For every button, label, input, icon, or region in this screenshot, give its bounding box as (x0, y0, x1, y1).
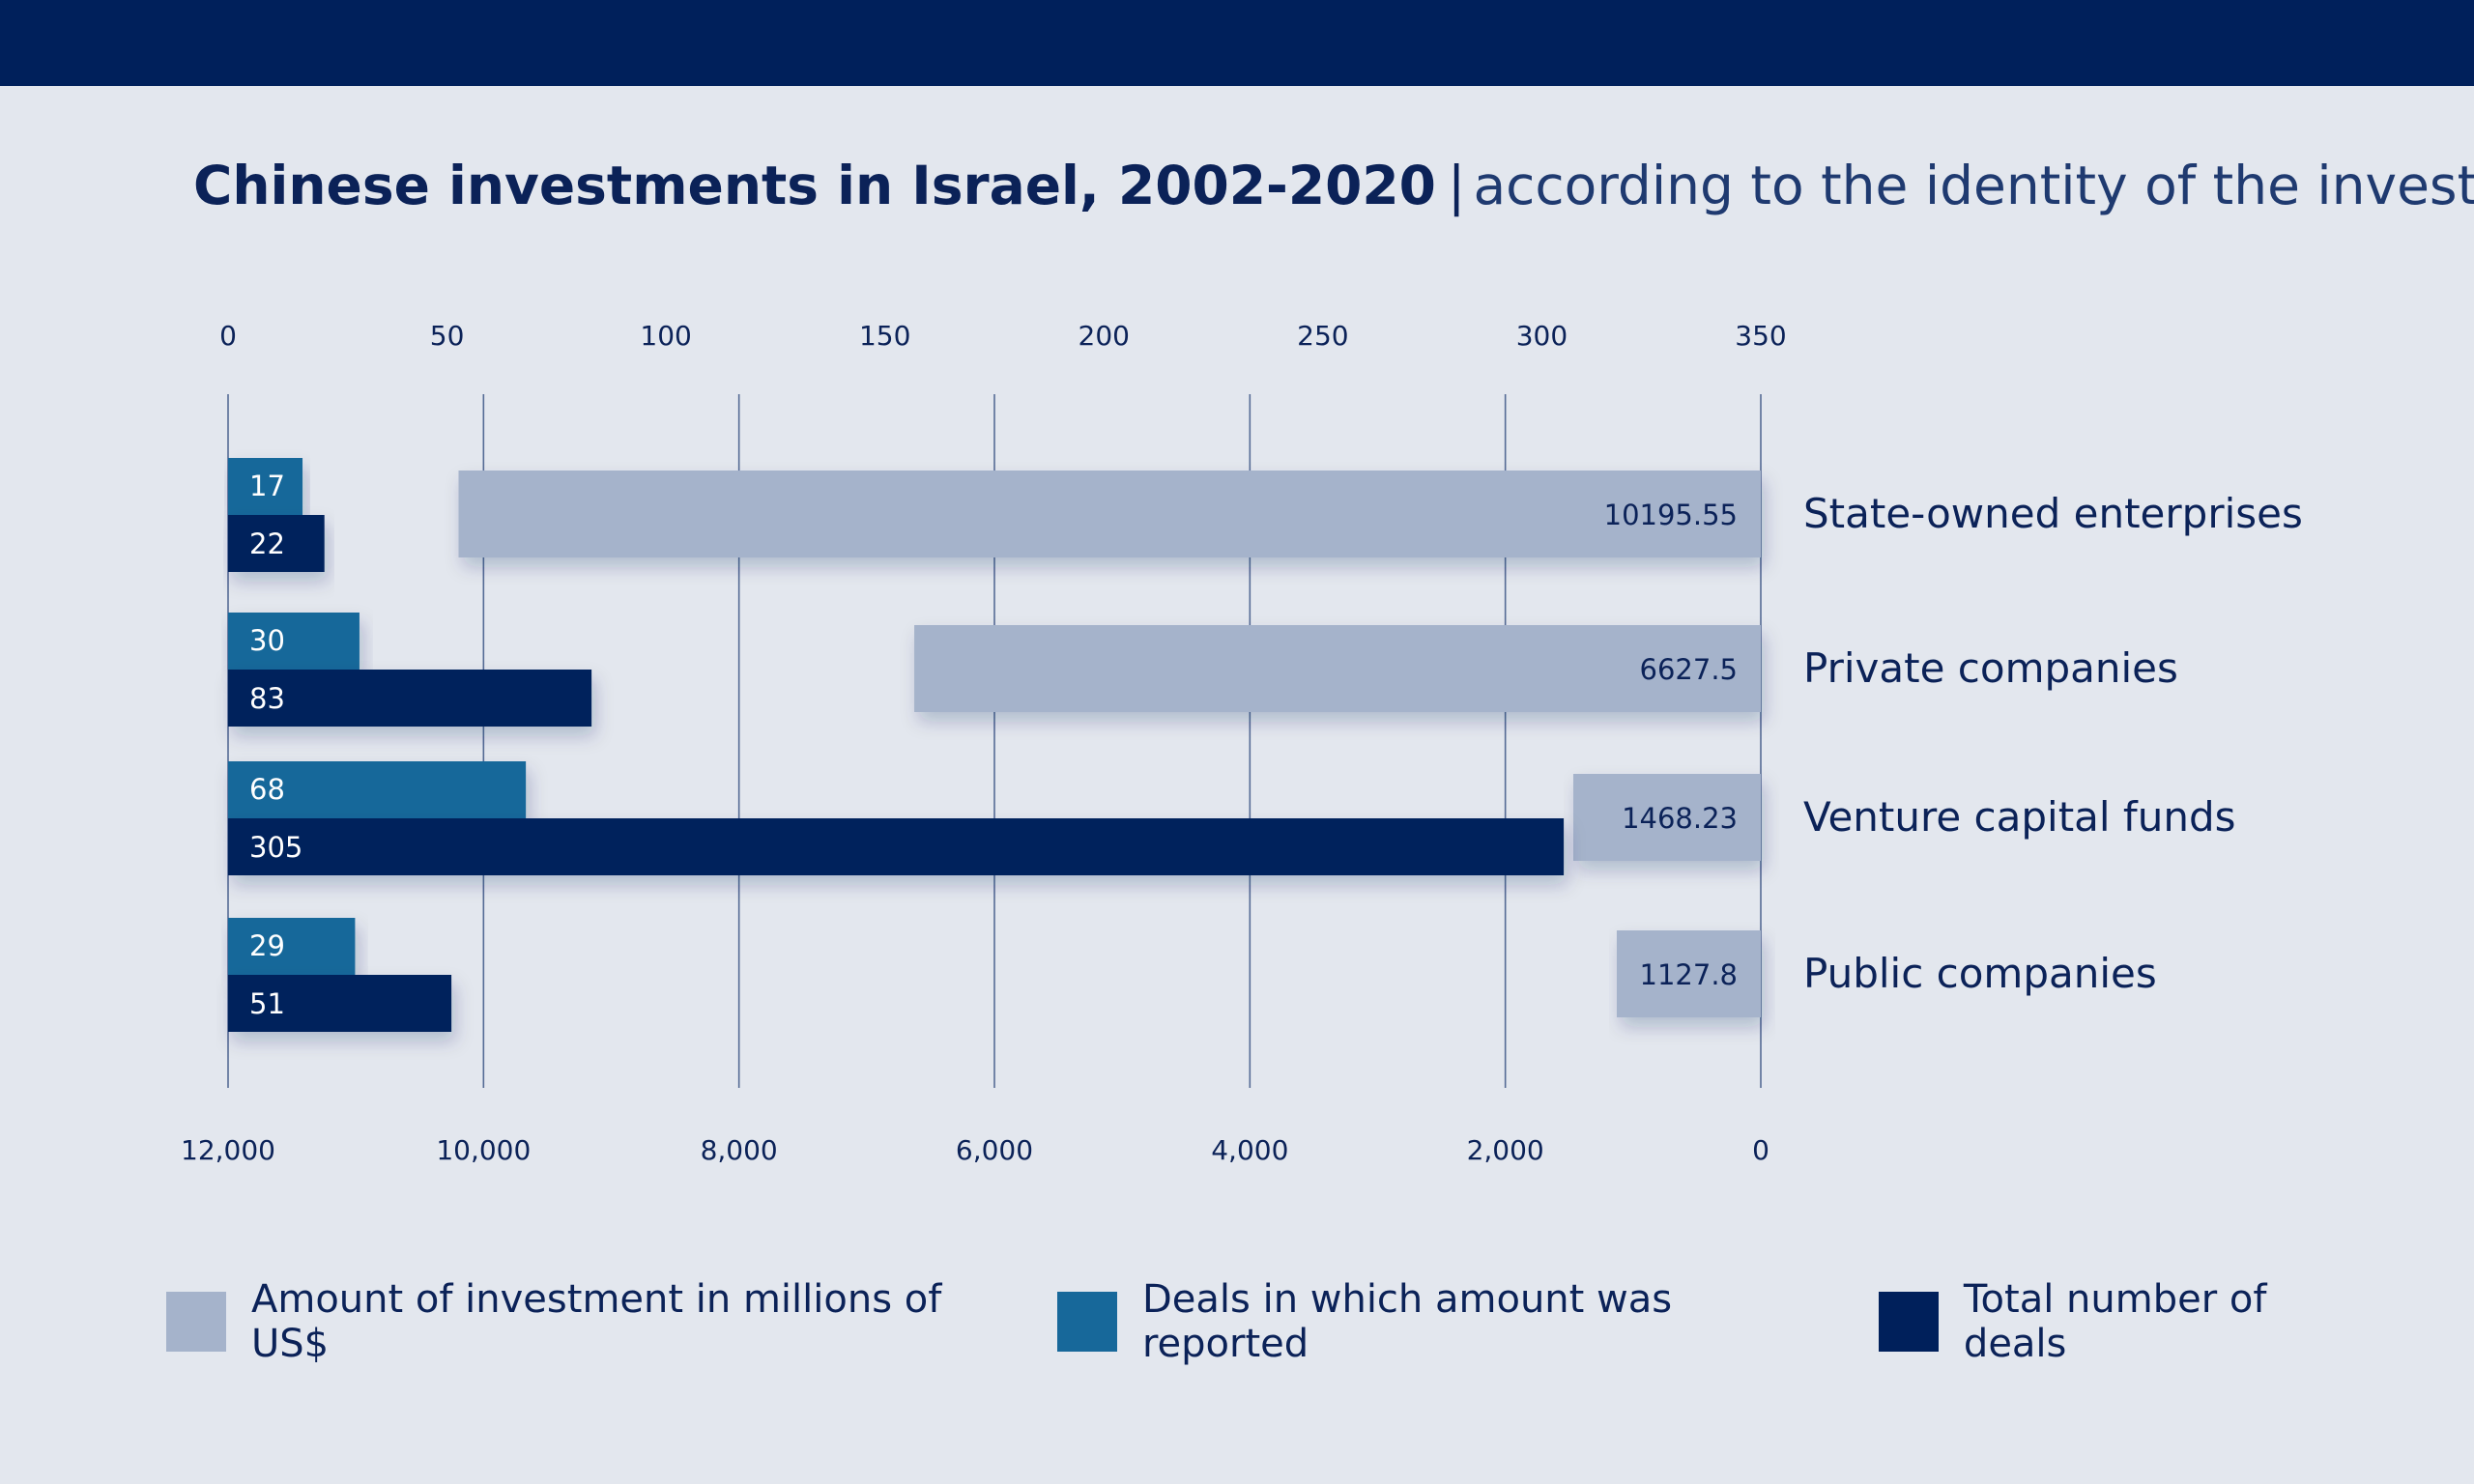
bar-amount (914, 625, 1761, 712)
chart-title: Chinese investments in Israel, 2002-2020… (193, 155, 2474, 216)
category-label: Private companies (1803, 644, 2178, 692)
bottom-axis-tick-label: 8,000 (701, 1134, 778, 1166)
category-label: Public companies (1803, 950, 2157, 997)
title-separator: | (1447, 155, 1466, 216)
bar-amount (458, 471, 1761, 557)
legend-swatch-amount (166, 1292, 226, 1352)
bar-total (228, 975, 452, 1032)
legend-swatch-total (1878, 1292, 1939, 1352)
top-axis-tick-label: 150 (859, 320, 910, 352)
top-axis-tick-label: 200 (1079, 320, 1130, 352)
legend: Amount of investment in millions of US$ … (166, 1277, 2418, 1366)
bar-reported (228, 613, 360, 670)
legend-item-reported: Deals in which amount was reported (1056, 1277, 1828, 1366)
bar-reported (228, 761, 527, 818)
data-label-total: 305 (249, 831, 302, 864)
chart-title-main: Chinese investments in Israel, 2002-2020 (193, 155, 1436, 216)
bar-reported (228, 918, 356, 975)
data-label-reported: 29 (249, 929, 285, 962)
bar-amount (1572, 774, 1761, 861)
legend-swatch-reported (1056, 1292, 1117, 1352)
bottom-axis-tick-label: 0 (1752, 1134, 1769, 1166)
top-axis-tick-label: 100 (640, 320, 691, 352)
data-label-reported: 17 (249, 470, 285, 502)
top-axis-tick-label: 50 (430, 320, 465, 352)
bar-total (228, 818, 1565, 875)
category-label: State-owned enterprises (1803, 490, 2303, 537)
legend-item-total: Total number of deals (1878, 1277, 2368, 1366)
data-label-amount: 6627.5 (1640, 653, 1738, 686)
category-label: Venture capital funds (1803, 793, 2236, 841)
legend-label-reported: Deals in which amount was reported (1141, 1277, 1673, 1366)
legend-item-amount: Amount of investment in millions of US$ (166, 1277, 1007, 1366)
top-axis-tick-label: 0 (219, 320, 237, 352)
top-axis-tick-label: 350 (1735, 320, 1786, 352)
bar-reported (228, 458, 303, 515)
data-label-reported: 30 (249, 624, 285, 657)
bottom-axis-tick-label: 2,000 (1467, 1134, 1544, 1166)
data-label-amount: 10195.55 (1604, 499, 1738, 531)
data-label-amount: 1468.23 (1622, 802, 1738, 835)
data-label-amount: 1127.8 (1640, 958, 1738, 991)
top-axis-tick-label: 250 (1297, 320, 1348, 352)
bar-total (228, 670, 592, 727)
bottom-axis-tick-label: 4,000 (1211, 1134, 1288, 1166)
chart-subtitle: according to the identity of the investo… (1473, 155, 2474, 216)
bar-amount (1616, 930, 1761, 1017)
data-label-total: 51 (249, 987, 285, 1020)
legend-label-amount: Amount of investment in millions of US$ (251, 1277, 942, 1366)
header-band (0, 0, 2474, 86)
bottom-axis-tick-label: 12,000 (181, 1134, 275, 1166)
bar-total (228, 515, 325, 572)
data-label-reported: 68 (249, 773, 285, 806)
legend-label-total: Total number of deals (1963, 1277, 2267, 1366)
bottom-axis-tick-label: 6,000 (956, 1134, 1033, 1166)
bottom-axis-tick-label: 10,000 (436, 1134, 531, 1166)
data-label-total: 22 (249, 528, 285, 560)
top-axis-tick-label: 300 (1516, 320, 1568, 352)
data-label-total: 83 (249, 682, 285, 715)
